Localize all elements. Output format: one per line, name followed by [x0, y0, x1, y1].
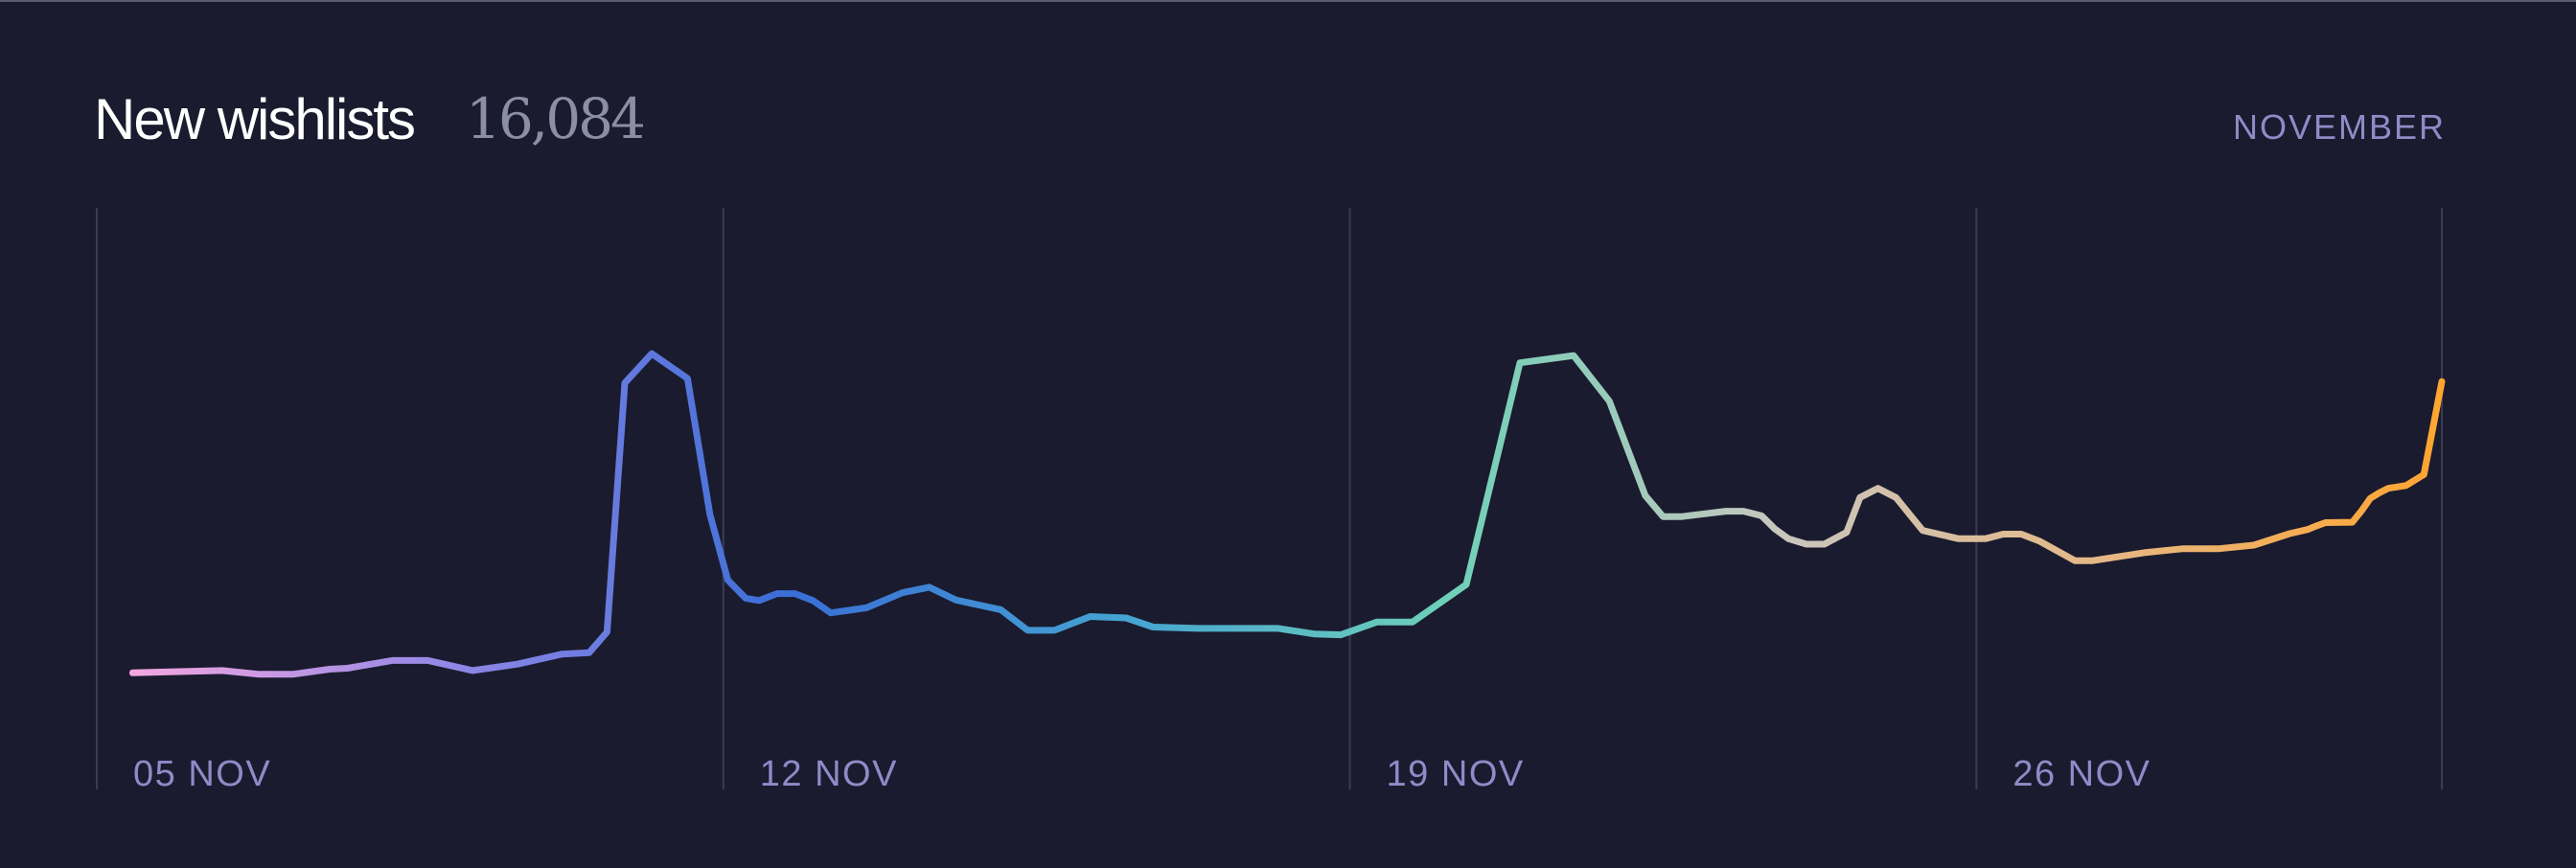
data-point-8[interactable]	[470, 668, 475, 674]
data-point-3[interactable]	[291, 672, 297, 677]
data-point-28[interactable]	[998, 606, 1003, 612]
data-point-50[interactable]	[1759, 513, 1764, 518]
data-point-64[interactable]	[2036, 538, 2042, 544]
data-point-44[interactable]	[1606, 399, 1612, 404]
data-point-27[interactable]	[954, 597, 959, 603]
data-point-58[interactable]	[1893, 494, 1898, 500]
data-point-26[interactable]	[927, 584, 932, 590]
data-point-71[interactable]	[2216, 546, 2221, 552]
data-point-67[interactable]	[2107, 555, 2113, 560]
data-point-36[interactable]	[1276, 626, 1281, 631]
data-point-48[interactable]	[1723, 509, 1729, 514]
data-point-61[interactable]	[1983, 536, 1989, 541]
data-point-37[interactable]	[1311, 631, 1317, 637]
data-point-47[interactable]	[1678, 514, 1684, 519]
data-point-5[interactable]	[345, 666, 351, 672]
data-point-68[interactable]	[2144, 550, 2150, 556]
data-point-56[interactable]	[1857, 494, 1863, 500]
data-point-13[interactable]	[622, 380, 628, 386]
data-point-73[interactable]	[2287, 531, 2292, 537]
chart-title: New wishlists	[94, 87, 416, 151]
data-point-35[interactable]	[1240, 626, 1246, 631]
data-point-77[interactable]	[2350, 519, 2356, 525]
data-point-70[interactable]	[2179, 546, 2185, 552]
data-point-66[interactable]	[2090, 558, 2096, 563]
data-point-74[interactable]	[2305, 527, 2311, 533]
data-point-57[interactable]	[1875, 486, 1881, 491]
data-point-19[interactable]	[756, 598, 762, 604]
series-line-0	[128, 350, 2446, 678]
data-point-21[interactable]	[793, 591, 798, 597]
data-point-49[interactable]	[1741, 509, 1747, 514]
data-point-43[interactable]	[1571, 353, 1576, 358]
x-tick-label-2: 19 NOV	[1387, 754, 1525, 794]
data-point-83[interactable]	[2421, 471, 2426, 477]
data-point-9[interactable]	[515, 661, 520, 667]
total-count: 16,084	[466, 86, 646, 151]
data-point-16[interactable]	[707, 512, 713, 517]
x-tick-label-0: 05 NOV	[133, 754, 271, 794]
data-point-51[interactable]	[1772, 526, 1778, 532]
data-point-15[interactable]	[684, 376, 690, 381]
data-point-6[interactable]	[389, 657, 395, 663]
series-layer	[128, 350, 2446, 678]
data-point-45[interactable]	[1643, 492, 1648, 498]
data-point-14[interactable]	[649, 351, 655, 356]
data-point-11[interactable]	[586, 650, 592, 655]
data-point-75[interactable]	[2313, 523, 2319, 529]
data-point-78[interactable]	[2358, 509, 2364, 514]
data-point-22[interactable]	[810, 598, 816, 604]
period-label[interactable]: NOVEMBER	[2232, 107, 2446, 147]
data-point-81[interactable]	[2385, 486, 2391, 491]
data-point-2[interactable]	[255, 672, 261, 677]
data-point-60[interactable]	[1956, 536, 1962, 541]
data-point-10[interactable]	[560, 651, 565, 657]
data-point-4[interactable]	[327, 667, 333, 673]
data-point-40[interactable]	[1410, 619, 1415, 625]
data-point-80[interactable]	[2377, 491, 2382, 496]
data-point-23[interactable]	[828, 610, 834, 616]
data-point-65[interactable]	[2072, 558, 2078, 563]
data-point-55[interactable]	[1844, 530, 1850, 536]
data-point-54[interactable]	[1822, 541, 1828, 547]
data-point-42[interactable]	[1517, 360, 1523, 366]
x-tick-label-3: 26 NOV	[2012, 754, 2150, 794]
data-point-25[interactable]	[900, 590, 906, 596]
data-point-69[interactable]	[2162, 548, 2168, 554]
data-point-39[interactable]	[1374, 619, 1380, 625]
data-point-82[interactable]	[2404, 483, 2409, 489]
data-point-17[interactable]	[724, 577, 730, 582]
data-point-12[interactable]	[604, 629, 610, 635]
data-point-20[interactable]	[774, 591, 780, 597]
data-point-0[interactable]	[129, 670, 135, 675]
data-point-84[interactable]	[2439, 378, 2445, 384]
x-axis-labels: 05 NOV 12 NOV 19 NOV 26 NOV	[133, 754, 2150, 794]
data-point-31[interactable]	[1088, 614, 1093, 620]
data-point-30[interactable]	[1051, 628, 1057, 633]
data-point-62[interactable]	[2000, 532, 2006, 537]
x-tick-label-1: 12 NOV	[760, 754, 898, 794]
data-point-76[interactable]	[2323, 520, 2329, 526]
data-point-1[interactable]	[219, 668, 225, 674]
data-point-7[interactable]	[426, 657, 431, 663]
data-point-29[interactable]	[1024, 628, 1030, 633]
data-point-52[interactable]	[1785, 536, 1791, 541]
data-point-32[interactable]	[1123, 615, 1129, 621]
data-point-34[interactable]	[1195, 626, 1201, 631]
gridlines	[96, 208, 2443, 789]
data-point-53[interactable]	[1804, 541, 1809, 547]
data-point-59[interactable]	[1920, 528, 1925, 534]
data-point-41[interactable]	[1463, 582, 1469, 587]
data-point-24[interactable]	[863, 605, 869, 610]
data-point-38[interactable]	[1338, 632, 1344, 638]
data-point-72[interactable]	[2251, 542, 2257, 548]
data-point-46[interactable]	[1660, 514, 1666, 519]
data-point-63[interactable]	[2018, 532, 2024, 537]
data-point-33[interactable]	[1150, 625, 1156, 630]
data-point-79[interactable]	[2367, 495, 2373, 501]
data-point-18[interactable]	[743, 595, 748, 601]
